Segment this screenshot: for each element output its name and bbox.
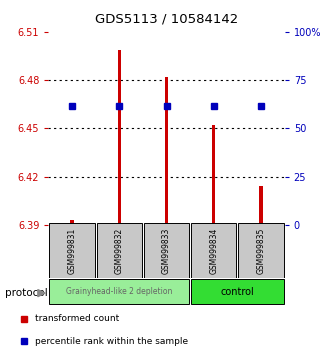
Text: transformed count: transformed count <box>35 314 119 324</box>
Bar <box>49 279 189 304</box>
Bar <box>238 223 284 278</box>
Bar <box>49 223 95 278</box>
Text: control: control <box>220 286 254 297</box>
Text: GSM999835: GSM999835 <box>256 227 266 274</box>
Bar <box>191 279 284 304</box>
Text: percentile rank within the sample: percentile rank within the sample <box>35 337 188 346</box>
Text: GSM999834: GSM999834 <box>209 227 218 274</box>
Text: GSM999832: GSM999832 <box>115 227 124 274</box>
Bar <box>144 223 189 278</box>
Text: protocol: protocol <box>5 288 48 298</box>
Bar <box>97 223 142 278</box>
Text: GSM999831: GSM999831 <box>67 227 77 274</box>
Text: Grainyhead-like 2 depletion: Grainyhead-like 2 depletion <box>66 287 172 296</box>
Bar <box>118 50 121 225</box>
Text: GSM999833: GSM999833 <box>162 227 171 274</box>
Text: GDS5113 / 10584142: GDS5113 / 10584142 <box>95 12 238 25</box>
Bar <box>212 125 215 225</box>
Bar <box>70 220 74 225</box>
Bar <box>191 223 236 278</box>
Bar <box>259 186 263 225</box>
Bar <box>165 77 168 225</box>
